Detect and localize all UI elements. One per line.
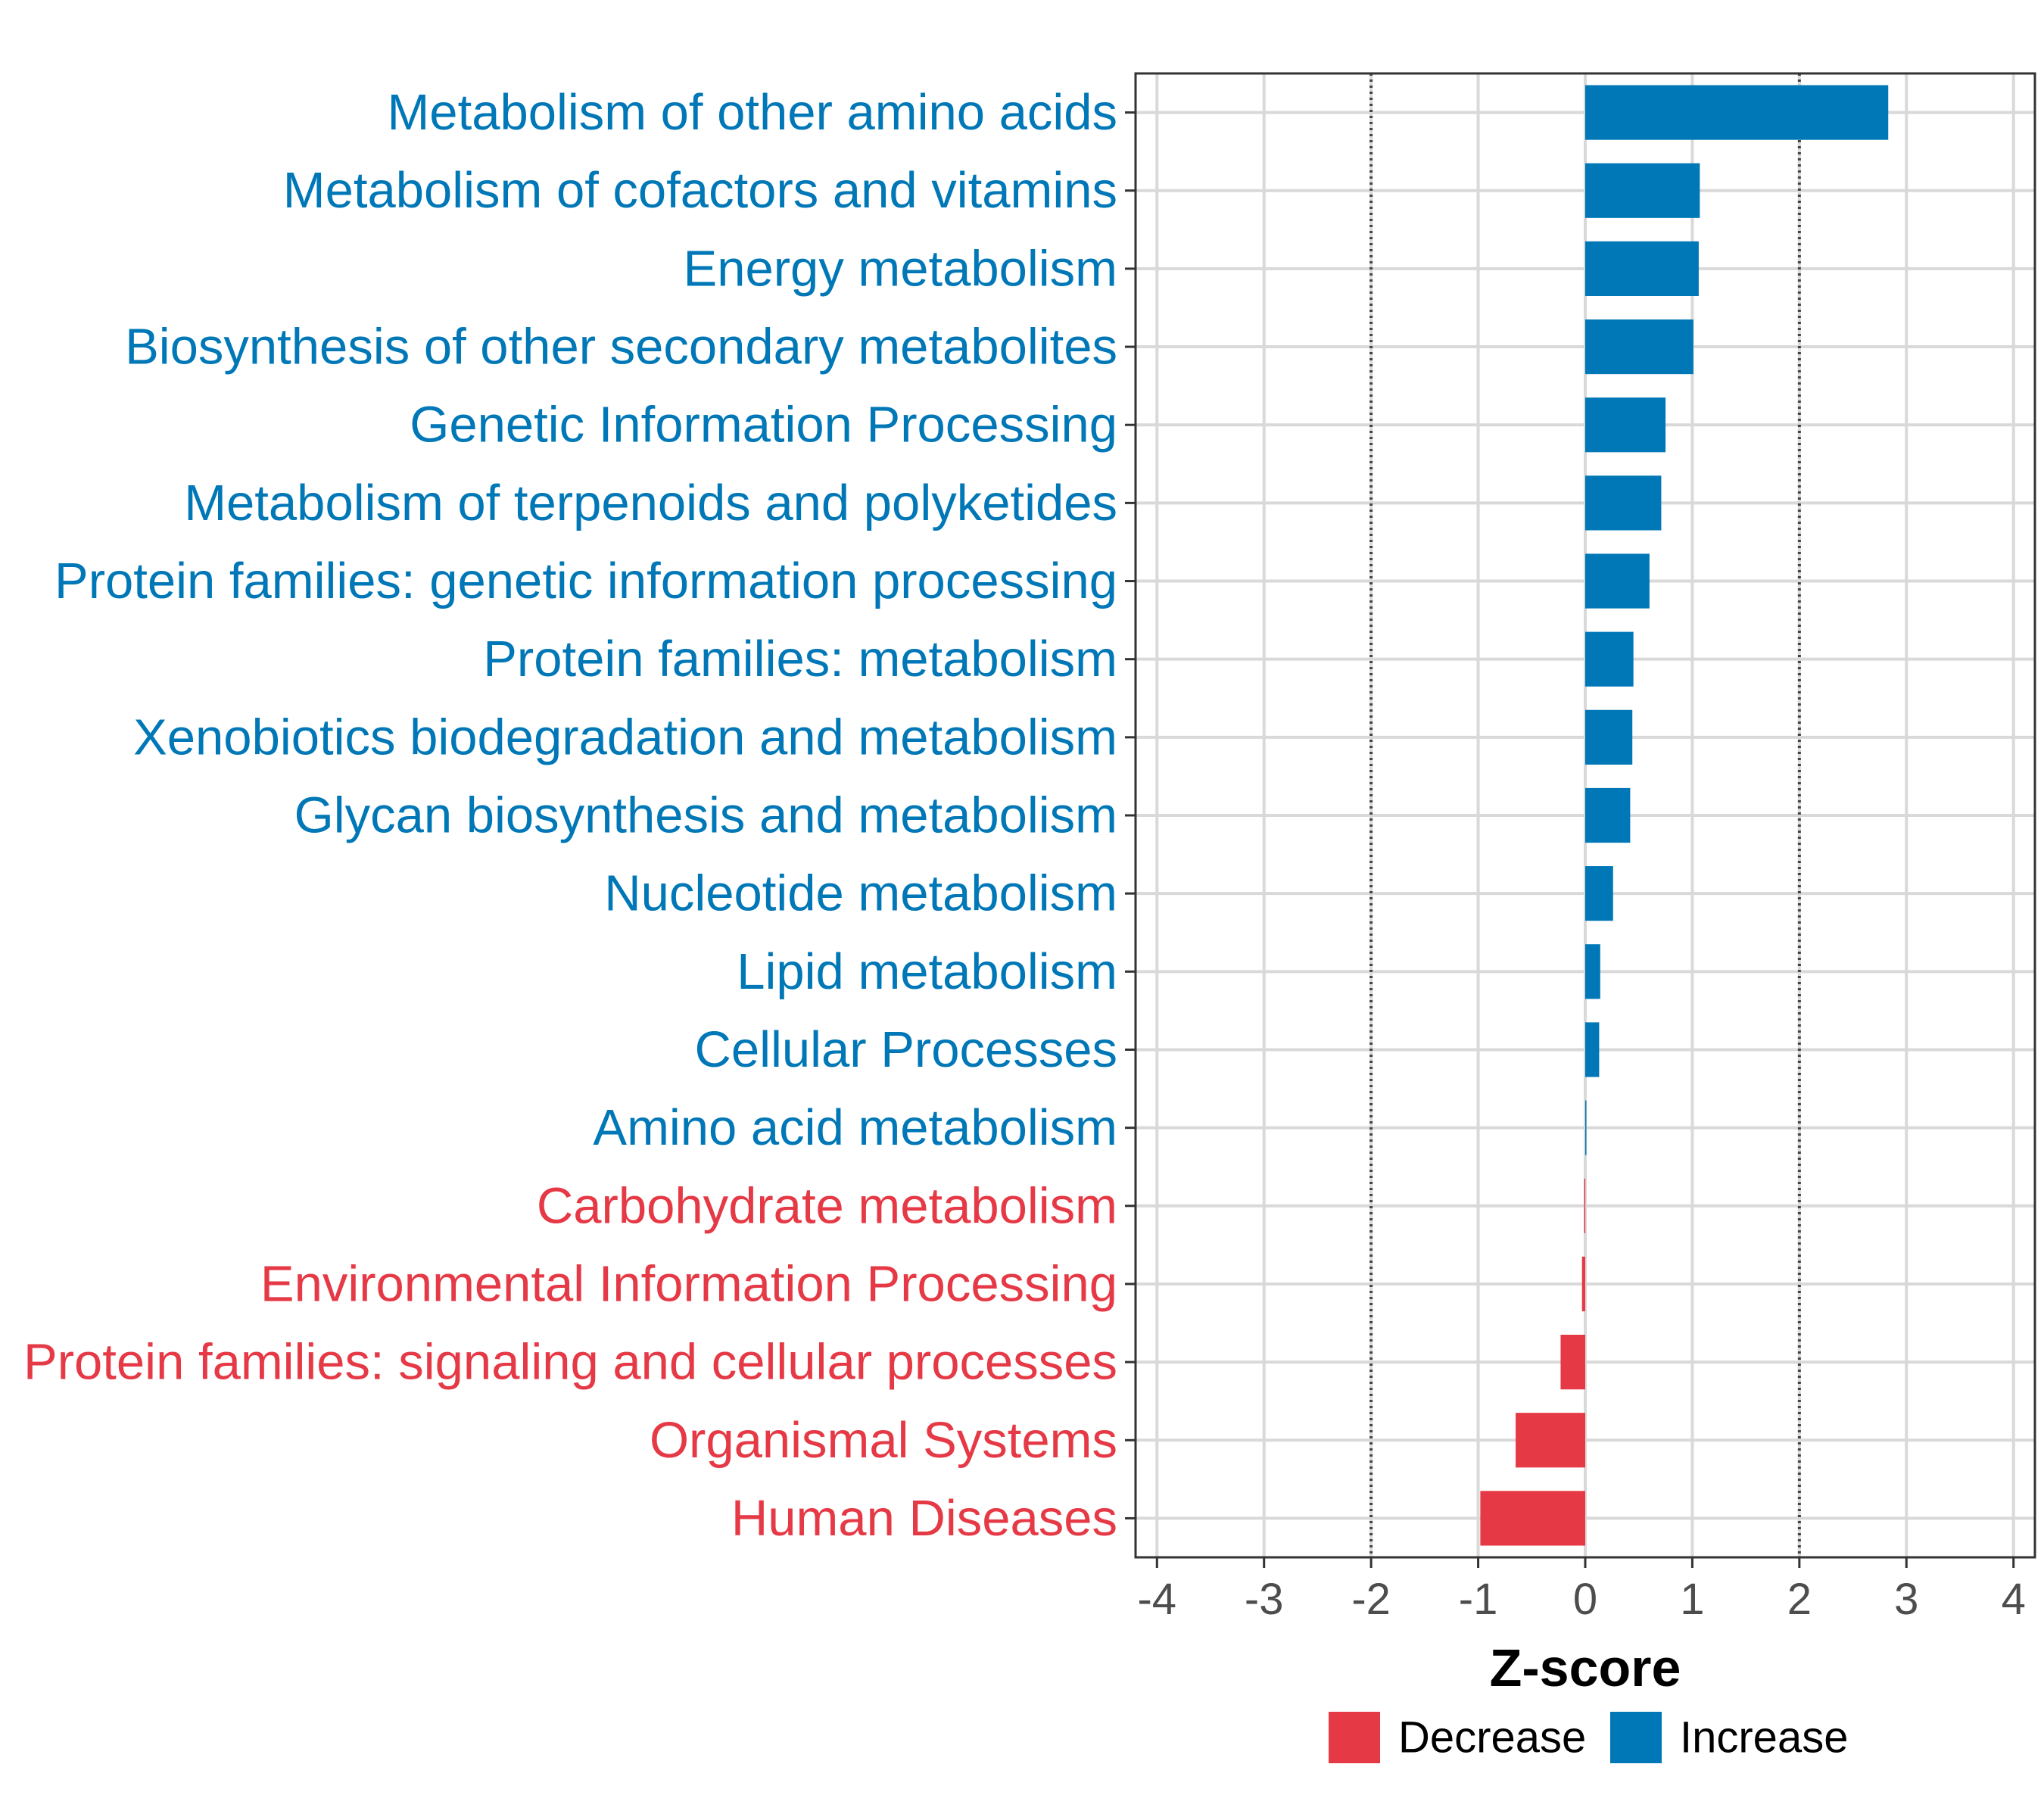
x-tick-label: -1	[1459, 1575, 1498, 1624]
category-label: Carbohydrate metabolism	[537, 1177, 1117, 1234]
bar-increase	[1585, 787, 1631, 843]
legend-label-decrease: Decrease	[1398, 1713, 1586, 1762]
y-axis: Metabolism of other amino acids Metabolis…	[23, 84, 1136, 1547]
category-label: Xenobiotics biodegradation and metabolis…	[133, 709, 1117, 765]
bar-decrease	[1480, 1491, 1585, 1546]
legend-key-decrease	[1329, 1712, 1380, 1763]
x-tick-label: 1	[1680, 1575, 1704, 1624]
bar-decrease	[1581, 1256, 1585, 1312]
x-tick-label: -4	[1137, 1575, 1176, 1624]
bar-increase	[1585, 85, 1889, 140]
category-label: Human Diseases	[731, 1490, 1117, 1547]
x-axis-title: Z-score	[1490, 1638, 1681, 1697]
category-label: Organismal Systems	[650, 1412, 1117, 1469]
category-label: Biosynthesis of other secondary metaboli…	[125, 319, 1117, 376]
bar-decrease	[1516, 1413, 1585, 1468]
bar-increase	[1585, 553, 1650, 609]
x-tick-label: 3	[1894, 1575, 1918, 1624]
category-label: Cellular Processes	[694, 1021, 1117, 1078]
bar-increase	[1585, 944, 1600, 999]
category-label: Protein families: signaling and cellular…	[23, 1334, 1117, 1391]
bar-decrease	[1560, 1335, 1585, 1390]
bar-increase	[1585, 319, 1693, 375]
bar-increase	[1585, 397, 1666, 453]
bars	[1480, 85, 1889, 1546]
legend-label-increase: Increase	[1680, 1713, 1848, 1762]
bar-increase	[1585, 866, 1613, 921]
bar-increase	[1585, 475, 1662, 531]
category-label: Protein families: genetic information pr…	[55, 553, 1117, 609]
category-label: Genetic Information Processing	[410, 397, 1117, 453]
bar-increase	[1585, 1022, 1600, 1077]
category-label: Lipid metabolism	[737, 943, 1117, 1000]
x-tick-label: 0	[1573, 1575, 1597, 1624]
bar-decrease	[1584, 1178, 1586, 1233]
category-label: Glycan biosynthesis and metabolism	[294, 787, 1117, 844]
bar-increase	[1585, 1100, 1587, 1155]
bar-increase	[1585, 631, 1634, 687]
x-tick-label: -2	[1351, 1575, 1391, 1624]
x-tick-label: -3	[1245, 1575, 1284, 1624]
x-tick-label: 2	[1787, 1575, 1812, 1624]
x-tick-label: 4	[2002, 1575, 2026, 1624]
legend: Decrease Increase	[1329, 1712, 1848, 1763]
category-label: Amino acid metabolism	[593, 1099, 1117, 1156]
category-label: Nucleotide metabolism	[604, 865, 1117, 922]
bar-increase	[1585, 241, 1699, 296]
bar-increase	[1585, 709, 1633, 765]
category-label: Metabolism of other amino acids	[388, 84, 1118, 141]
legend-key-increase	[1610, 1712, 1662, 1763]
category-label: Metabolism of terpenoids and polyketides	[184, 475, 1117, 531]
category-label: Energy metabolism	[684, 240, 1117, 297]
category-label: Protein families: metabolism	[483, 631, 1117, 687]
category-label: Metabolism of cofactors and vitamins	[283, 162, 1117, 219]
x-axis: -4 -3 -2 -1 0 1 2 3 4	[1137, 1557, 2026, 1624]
bar-increase	[1585, 163, 1700, 218]
reference-lines	[1369, 73, 1801, 1557]
category-label: Environmental Information Processing	[260, 1255, 1117, 1312]
